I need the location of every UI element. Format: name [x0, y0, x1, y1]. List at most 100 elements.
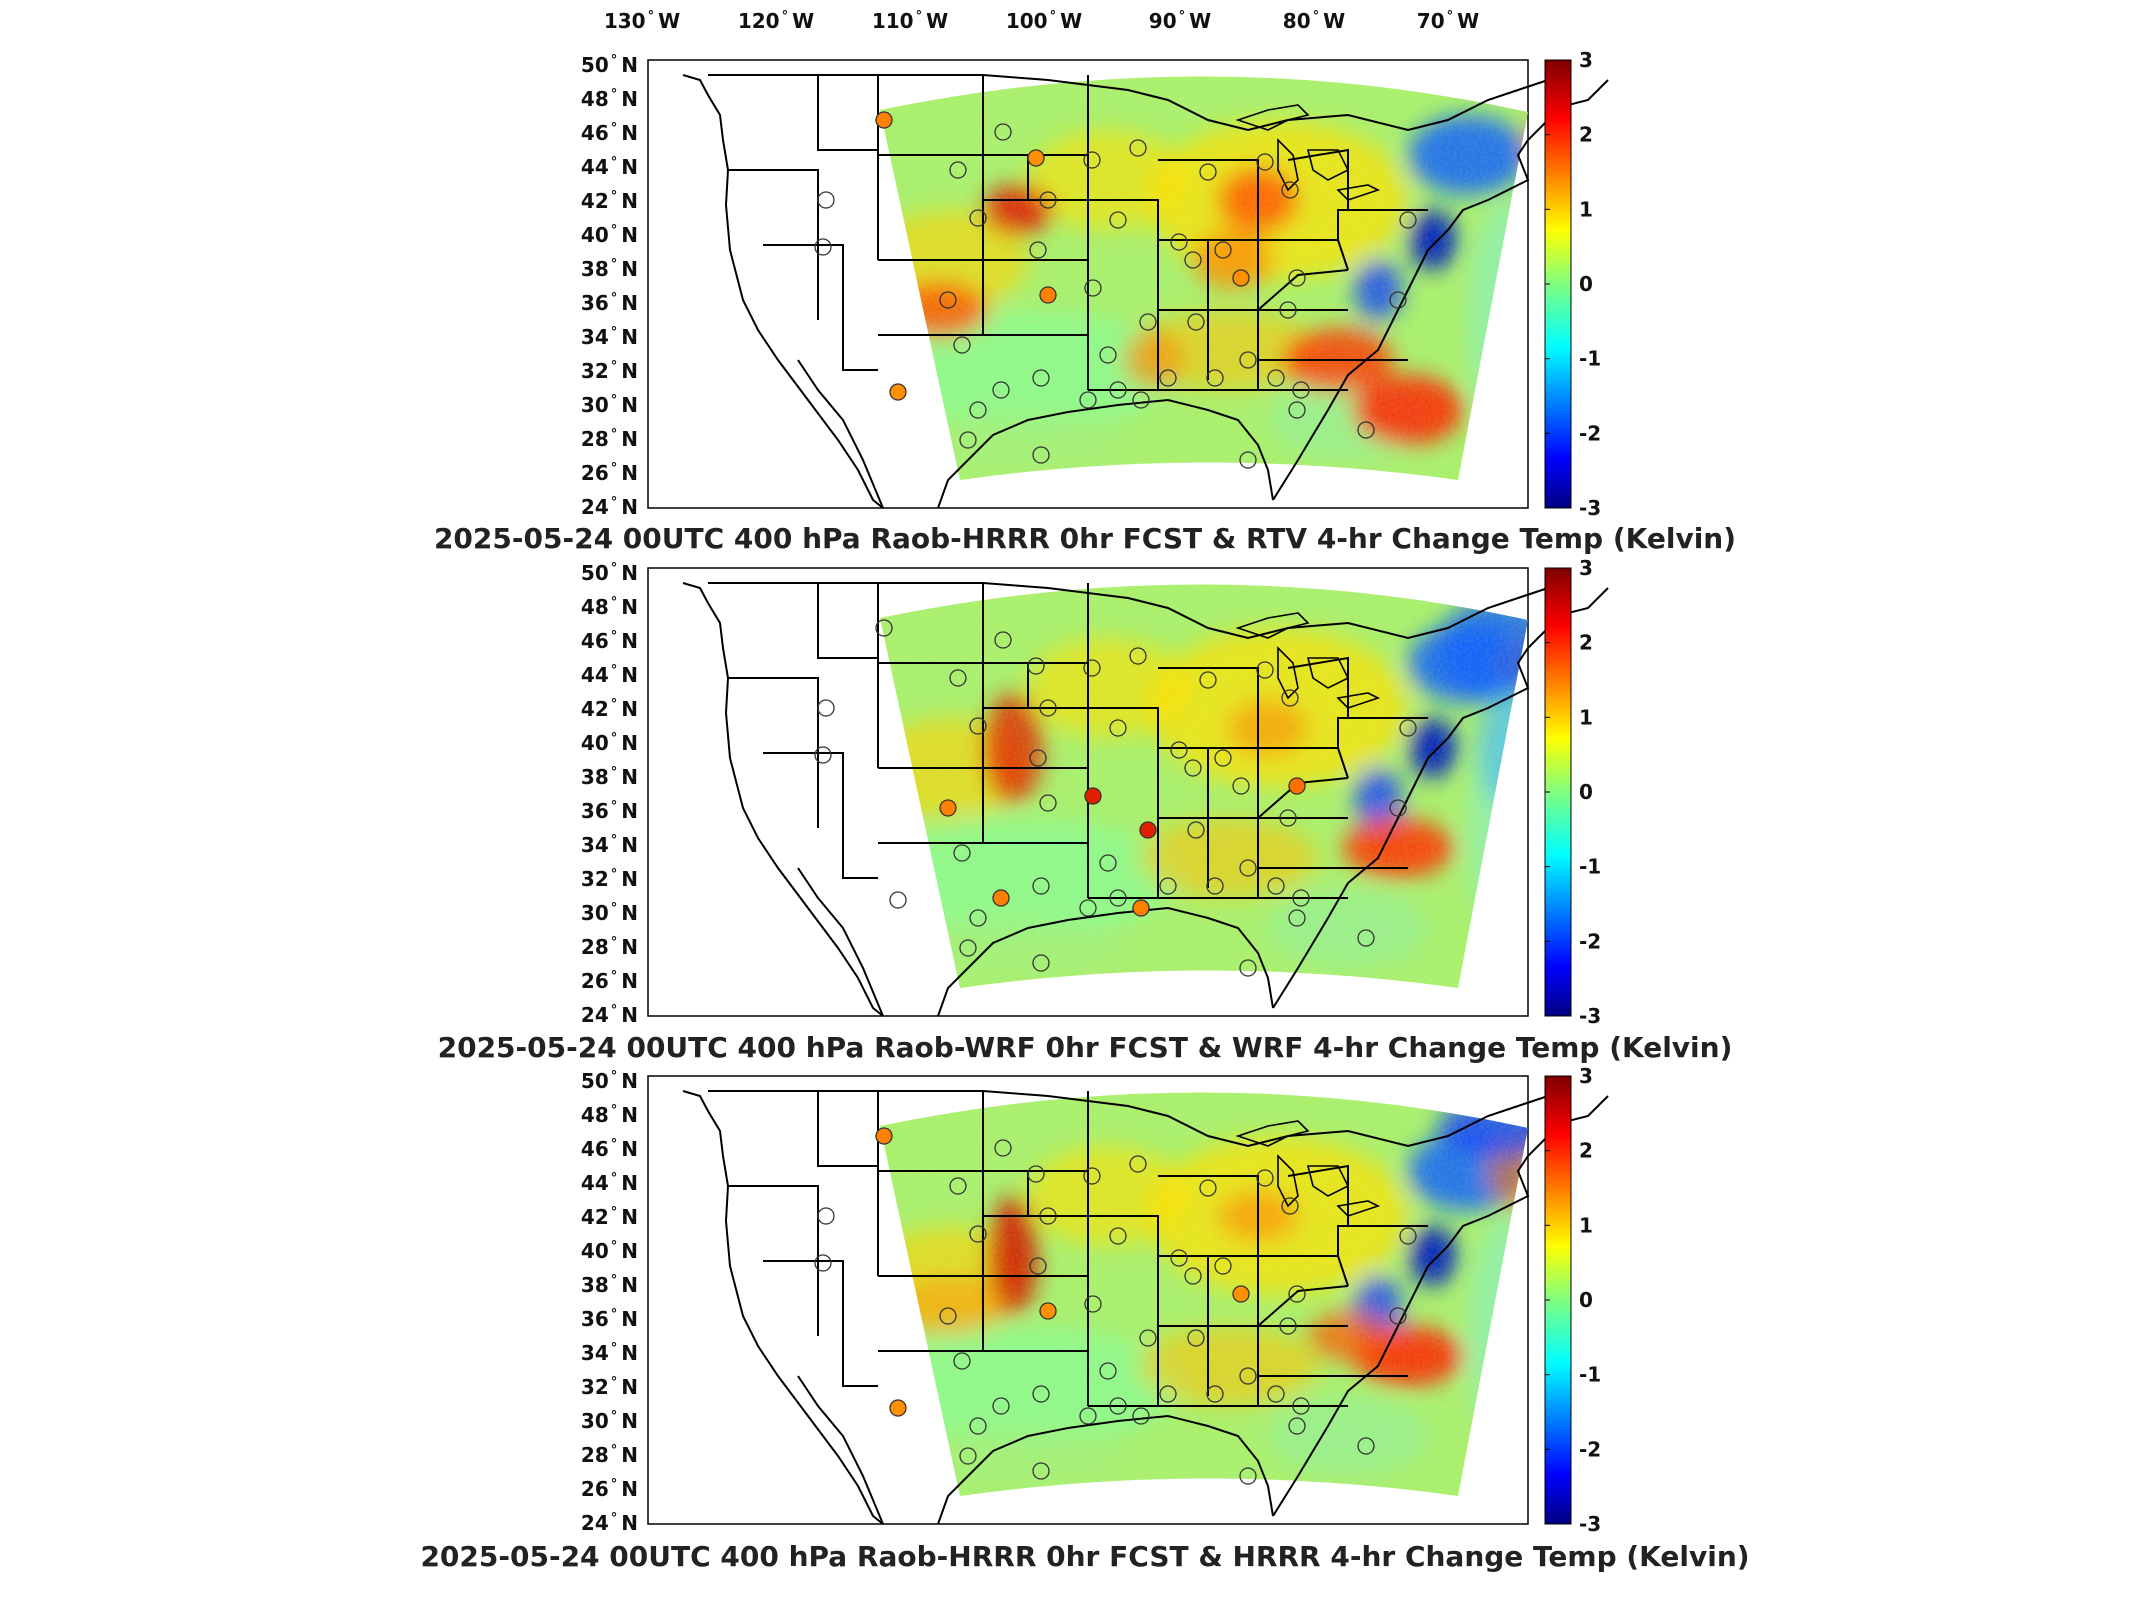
raob-station-marker — [953, 1352, 971, 1370]
raob-station-marker — [814, 746, 832, 764]
raob-station-marker — [1184, 1267, 1202, 1285]
raob-station-marker — [1239, 859, 1257, 877]
colorbar-tick-label: -3 — [1579, 1512, 1601, 1536]
raob-station-marker — [1032, 369, 1050, 387]
lat-tick-label: 42 ° N — [581, 189, 638, 213]
raob-station-marker — [1288, 269, 1306, 287]
lat-tick-label: 30 ° N — [581, 1409, 638, 1433]
raob-station-marker — [1357, 929, 1375, 947]
raob-station-marker — [1083, 151, 1101, 169]
raob-station-marker — [1109, 211, 1127, 229]
raob-station-marker — [1292, 889, 1310, 907]
raob-station-marker — [1214, 241, 1232, 259]
raob-station-marker — [1079, 899, 1097, 917]
lat-tick-label: 30 ° N — [581, 393, 638, 417]
raob-station-marker — [1292, 381, 1310, 399]
lat-tick-label: 42 ° N — [581, 1205, 638, 1229]
colorbar-tick-label: -3 — [1579, 496, 1601, 520]
colorbar-tick-label: 3 — [1579, 1064, 1593, 1088]
raob-station-marker — [1084, 279, 1102, 297]
raob-station-marker — [1099, 1362, 1117, 1380]
raob-station-marker — [1170, 1249, 1188, 1267]
raob-station-marker — [1232, 777, 1250, 795]
lat-tick-label: 40 ° N — [581, 1239, 638, 1263]
lat-tick-label: 28 ° N — [581, 935, 638, 959]
raob-station-marker — [1129, 139, 1147, 157]
raob-station-marker — [969, 717, 987, 735]
lat-tick-label: 44 ° N — [581, 1171, 638, 1195]
raob-station-marker — [959, 1447, 977, 1465]
lat-tick-label: 44 ° N — [581, 663, 638, 687]
raob-station-marker — [1239, 451, 1257, 469]
raob-station-marker — [1389, 799, 1407, 817]
raob-station-marker — [949, 669, 967, 687]
lat-tick-label: 48 ° N — [581, 87, 638, 111]
raob-stations — [814, 619, 1417, 977]
raob-station-marker — [1109, 719, 1127, 737]
raob-station-marker — [889, 1399, 907, 1417]
lat-tick-label: 34 ° N — [581, 1341, 638, 1365]
raob-station-marker — [1206, 369, 1224, 387]
raob-station-marker — [1170, 233, 1188, 251]
raob-station-marker — [1039, 191, 1057, 209]
lat-tick-label: 32 ° N — [581, 1375, 638, 1399]
raob-station-marker — [889, 891, 907, 909]
colorbar-tick-label: 1 — [1579, 1213, 1593, 1237]
lat-tick-label: 26 ° N — [581, 969, 638, 993]
raob-station-marker — [1288, 1285, 1306, 1303]
raob-station-marker — [1357, 1437, 1375, 1455]
raob-station-marker — [1281, 1197, 1299, 1215]
raob-station-marker — [1159, 877, 1177, 895]
lat-tick-label: 38 ° N — [581, 765, 638, 789]
lon-tick-label: 110 ° W — [872, 9, 948, 33]
raob-station-marker — [1170, 741, 1188, 759]
lat-tick-label: 36 ° N — [581, 291, 638, 315]
raob-station-marker — [1079, 391, 1097, 409]
lat-tick-label: 46 ° N — [581, 629, 638, 653]
raob-stations — [814, 1127, 1417, 1485]
raob-station-marker — [1281, 689, 1299, 707]
raob-station-marker — [1132, 899, 1150, 917]
raob-station-marker — [1187, 313, 1205, 331]
raob-station-marker — [1129, 647, 1147, 665]
longitude-labels: 130 ° W 120 ° W 110 ° W 100 ° W 90 ° W 80 ° W 70 ° W — [604, 9, 1479, 33]
lat-tick-label: 44 ° N — [581, 155, 638, 179]
lat-tick-label: 24 ° N — [581, 495, 638, 519]
colorbar-tick-label: -3 — [1579, 1004, 1601, 1028]
raob-station-marker — [1357, 421, 1375, 439]
lat-tick-label: 42 ° N — [581, 697, 638, 721]
raob-station-marker — [969, 1225, 987, 1243]
colorbar-tick-label: 3 — [1579, 556, 1593, 580]
raob-station-marker — [817, 1207, 835, 1225]
colorbar-tick-label: 0 — [1579, 1288, 1593, 1312]
raob-station-marker — [1109, 381, 1127, 399]
raob-station-marker — [994, 123, 1012, 141]
latitude-labels: 50 ° N 48 ° N 46 ° N 44 ° N 42 ° N 40 ° N 38 ° N 36 ° N 34 ° N 32 ° N… — [581, 561, 638, 1027]
map-panel: 50 ° N 48 ° N 46 ° N 44 ° N 42 ° N 40 ° N 38 ° N 36 ° N 34 ° N 32 ° N… — [420, 1064, 1749, 1573]
raob-station-marker — [1184, 759, 1202, 777]
raob-station-marker — [1279, 809, 1297, 827]
raob-station-marker — [1132, 391, 1150, 409]
lat-tick-label: 50 ° N — [581, 561, 638, 585]
raob-station-marker — [994, 631, 1012, 649]
lat-tick-label: 26 ° N — [581, 1477, 638, 1501]
raob-station-marker — [814, 238, 832, 256]
colorbar-tick-label: 0 — [1579, 780, 1593, 804]
raob-station-marker — [969, 209, 987, 227]
raob-station-marker — [1288, 909, 1306, 927]
raob-station-marker — [1084, 787, 1102, 805]
raob-station-marker — [949, 1177, 967, 1195]
raob-station-marker — [1083, 1167, 1101, 1185]
state-boundaries — [682, 74, 1609, 509]
raob-station-marker — [1099, 854, 1117, 872]
raob-station-marker — [959, 939, 977, 957]
raob-station-marker — [953, 844, 971, 862]
colorbar-tick-label: -2 — [1579, 1437, 1601, 1461]
raob-station-marker — [1139, 821, 1157, 839]
lat-tick-label: 48 ° N — [581, 1103, 638, 1127]
raob-station-marker — [1027, 149, 1045, 167]
raob-station-marker — [969, 401, 987, 419]
colorbar-tick-label: -1 — [1579, 347, 1601, 371]
lon-tick-label: 130 ° W — [604, 9, 680, 33]
raob-station-marker — [969, 1417, 987, 1435]
